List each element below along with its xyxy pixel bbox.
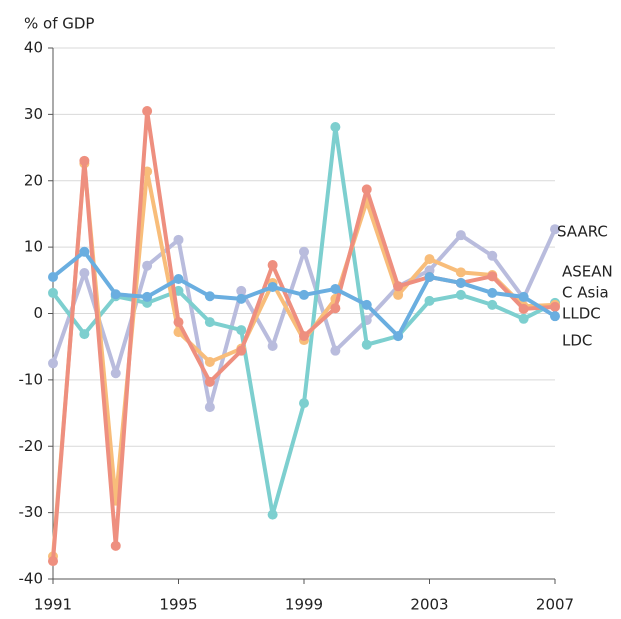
legend-label: LLDC — [562, 305, 601, 323]
point — [361, 339, 372, 350]
point — [424, 254, 435, 265]
point — [110, 540, 121, 551]
point — [204, 291, 215, 302]
point — [142, 106, 153, 117]
point — [550, 301, 560, 312]
x-tick-label: 1991 — [34, 596, 72, 614]
legend-label: SAARC — [557, 223, 608, 241]
point — [204, 376, 215, 387]
y-tick-label: -30 — [19, 503, 44, 521]
point — [48, 556, 58, 567]
point — [204, 317, 215, 328]
point — [236, 285, 247, 296]
point — [455, 267, 466, 278]
point — [48, 271, 58, 282]
y-tick-label: 20 — [24, 171, 43, 189]
point — [173, 234, 184, 245]
point — [236, 345, 247, 356]
point — [48, 287, 58, 298]
point — [393, 281, 404, 292]
point — [267, 281, 278, 292]
point — [173, 273, 184, 284]
point — [518, 303, 529, 314]
point — [518, 291, 529, 302]
point — [455, 277, 466, 288]
point — [393, 289, 404, 300]
point — [361, 184, 372, 195]
point — [79, 246, 90, 257]
y-tick-label: -20 — [19, 437, 44, 455]
point — [330, 121, 341, 132]
point — [455, 230, 466, 241]
point — [267, 341, 278, 352]
point — [79, 268, 90, 279]
y-tick-label: 30 — [24, 105, 43, 123]
point — [48, 358, 58, 369]
point — [110, 289, 121, 300]
y-tick-label: 0 — [33, 304, 43, 322]
point — [79, 329, 90, 340]
x-tick-label: 1995 — [159, 596, 197, 614]
point — [236, 293, 247, 304]
point — [204, 402, 215, 413]
x-tick-label: 2007 — [536, 596, 574, 614]
point — [487, 271, 498, 282]
point — [361, 299, 372, 310]
point — [267, 260, 278, 271]
point — [330, 283, 341, 294]
point — [455, 289, 466, 300]
point — [330, 345, 341, 356]
point — [236, 325, 247, 336]
point — [393, 331, 404, 342]
point — [487, 299, 498, 310]
legend-label: C Asia — [562, 284, 609, 302]
y-tick-label: 40 — [24, 39, 43, 57]
point — [424, 271, 435, 282]
point — [142, 291, 153, 302]
y-tick-label: 10 — [24, 238, 43, 256]
point — [299, 398, 309, 409]
point — [550, 311, 560, 322]
point — [550, 224, 560, 235]
legend-label: ASEAN — [562, 263, 613, 281]
point — [487, 250, 498, 261]
point — [173, 317, 184, 328]
point — [330, 303, 341, 314]
legend-label: LDC — [562, 332, 592, 350]
y-tick-label: -40 — [19, 570, 44, 588]
point — [267, 509, 278, 520]
x-tick-label: 1999 — [285, 596, 323, 614]
point — [79, 155, 90, 166]
point — [142, 260, 153, 271]
point — [424, 295, 435, 306]
point — [299, 331, 309, 342]
y-axis-label: % of GDP — [24, 15, 94, 33]
point — [299, 246, 309, 257]
point — [110, 368, 121, 379]
series-line — [51, 124, 556, 517]
point — [204, 356, 215, 367]
y-tick-label: -10 — [19, 370, 44, 388]
point — [518, 313, 529, 324]
x-tick-label: 2003 — [410, 596, 448, 614]
point — [299, 289, 309, 300]
point — [487, 287, 498, 298]
